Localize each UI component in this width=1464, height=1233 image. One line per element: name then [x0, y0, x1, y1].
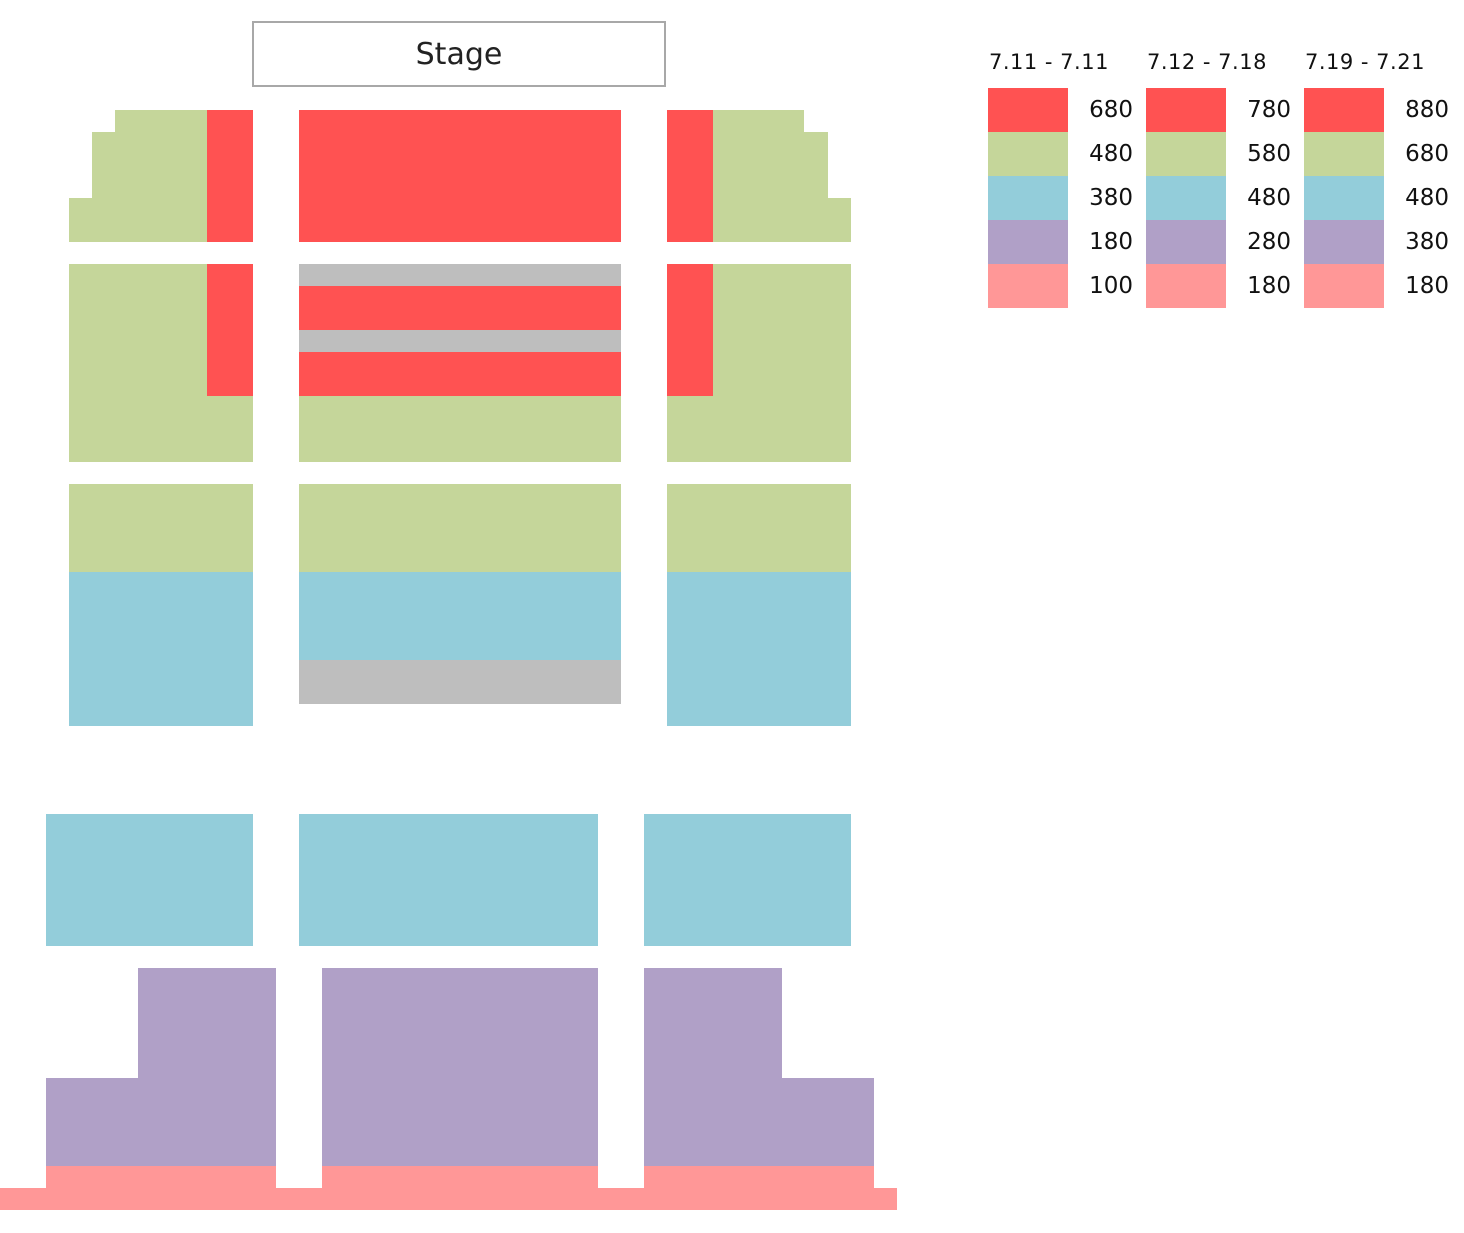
seat-section-back-right[interactable] [644, 1078, 874, 1166]
seat-section-mid-left-inner[interactable] [207, 264, 253, 396]
price-swatch-red [1304, 88, 1384, 132]
legend-column-1: 7.11 - 7.11 680 480 380 180 100 [985, 50, 1135, 310]
seat-section-mid-right-inner[interactable] [667, 396, 713, 462]
price-label: 100 [1089, 273, 1133, 299]
seat-row-unavailable [299, 330, 621, 352]
price-label: 480 [1405, 185, 1449, 211]
seat-section-mid-center[interactable] [299, 352, 621, 396]
price-label: 780 [1247, 97, 1291, 123]
seat-row-last-right[interactable] [644, 1166, 874, 1188]
seat-section-balcony-right[interactable] [644, 814, 851, 946]
price-swatch-purple [1146, 220, 1226, 264]
price-swatch-blue [1146, 176, 1226, 220]
price-label: 380 [1405, 229, 1449, 255]
seat-section-mid-center[interactable] [299, 286, 621, 330]
price-label: 180 [1247, 273, 1291, 299]
seat-section-rear-center[interactable] [299, 484, 621, 572]
price-swatch-purple [988, 220, 1068, 264]
price-swatch-green [988, 132, 1068, 176]
seat-section-back-right[interactable] [644, 968, 782, 1078]
stage-label: Stage [415, 36, 503, 72]
price-label: 280 [1247, 229, 1291, 255]
price-swatch-blue [1304, 176, 1384, 220]
seat-row-last-center[interactable] [322, 1166, 598, 1188]
seat-section-back-center[interactable] [322, 968, 598, 1166]
seat-section-mid-right-outer[interactable] [713, 264, 851, 462]
price-swatch-red [988, 88, 1068, 132]
legend-date-range: 7.11 - 7.11 [989, 50, 1109, 74]
seat-section-front-right-outer[interactable] [713, 110, 804, 132]
seat-section-front-center[interactable] [299, 110, 621, 242]
price-label: 680 [1405, 141, 1449, 167]
seat-section-rear-right[interactable] [667, 572, 851, 726]
seat-section-rear-left[interactable] [69, 484, 253, 572]
legend-column-3: 7.19 - 7.21 880 680 480 380 180 [1301, 50, 1451, 310]
seat-section-mid-center[interactable] [299, 396, 621, 462]
seat-section-balcony-left[interactable] [46, 814, 253, 946]
price-label: 380 [1089, 185, 1133, 211]
seat-section-front-left-outer[interactable] [115, 110, 207, 132]
seat-section-front-left-inner[interactable] [207, 110, 253, 242]
seat-section-mid-left-inner[interactable] [207, 396, 253, 462]
seat-section-front-right-outer[interactable] [713, 198, 851, 242]
seat-section-front-right-outer[interactable] [713, 132, 828, 198]
price-label: 880 [1405, 97, 1449, 123]
price-label: 580 [1247, 141, 1291, 167]
seat-section-back-left[interactable] [138, 968, 276, 1078]
legend-date-range: 7.19 - 7.21 [1305, 50, 1425, 74]
seat-section-front-right-inner[interactable] [667, 110, 713, 242]
price-label: 180 [1089, 229, 1133, 255]
price-label: 180 [1405, 273, 1449, 299]
seat-section-front-left-outer[interactable] [69, 198, 207, 242]
seat-row-last-left[interactable] [46, 1166, 276, 1188]
price-swatch-green [1304, 132, 1384, 176]
price-swatch-pink [988, 264, 1068, 308]
seat-section-rear-center[interactable] [299, 572, 621, 660]
seat-section-back-left[interactable] [46, 1078, 276, 1166]
price-swatch-pink [1146, 264, 1226, 308]
price-label: 680 [1089, 97, 1133, 123]
legend-date-range: 7.12 - 7.18 [1147, 50, 1267, 74]
price-swatch-red [1146, 88, 1226, 132]
price-label: 480 [1247, 185, 1291, 211]
seat-section-mid-right-inner[interactable] [667, 264, 713, 396]
seat-section-balcony-center[interactable] [299, 814, 598, 946]
seat-section-rear-left[interactable] [69, 572, 253, 726]
legend-column-2: 7.12 - 7.18 780 580 480 280 180 [1143, 50, 1293, 310]
seat-row-unavailable [299, 264, 621, 286]
seat-row-unavailable [299, 660, 621, 704]
seat-section-front-left-outer[interactable] [92, 132, 207, 198]
seat-section-mid-left-outer[interactable] [69, 264, 207, 462]
stage: Stage [252, 21, 666, 87]
price-swatch-purple [1304, 220, 1384, 264]
price-label: 480 [1089, 141, 1133, 167]
price-swatch-blue [988, 176, 1068, 220]
price-legend: 7.11 - 7.11 680 480 380 180 100 7.12 - 7… [985, 50, 1455, 320]
price-swatch-pink [1304, 264, 1384, 308]
seat-section-rear-right[interactable] [667, 484, 851, 572]
price-swatch-green [1146, 132, 1226, 176]
seat-row-back-wall[interactable] [0, 1188, 897, 1210]
